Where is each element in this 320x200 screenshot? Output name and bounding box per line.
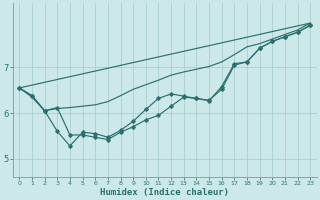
X-axis label: Humidex (Indice chaleur): Humidex (Indice chaleur) (100, 188, 229, 197)
